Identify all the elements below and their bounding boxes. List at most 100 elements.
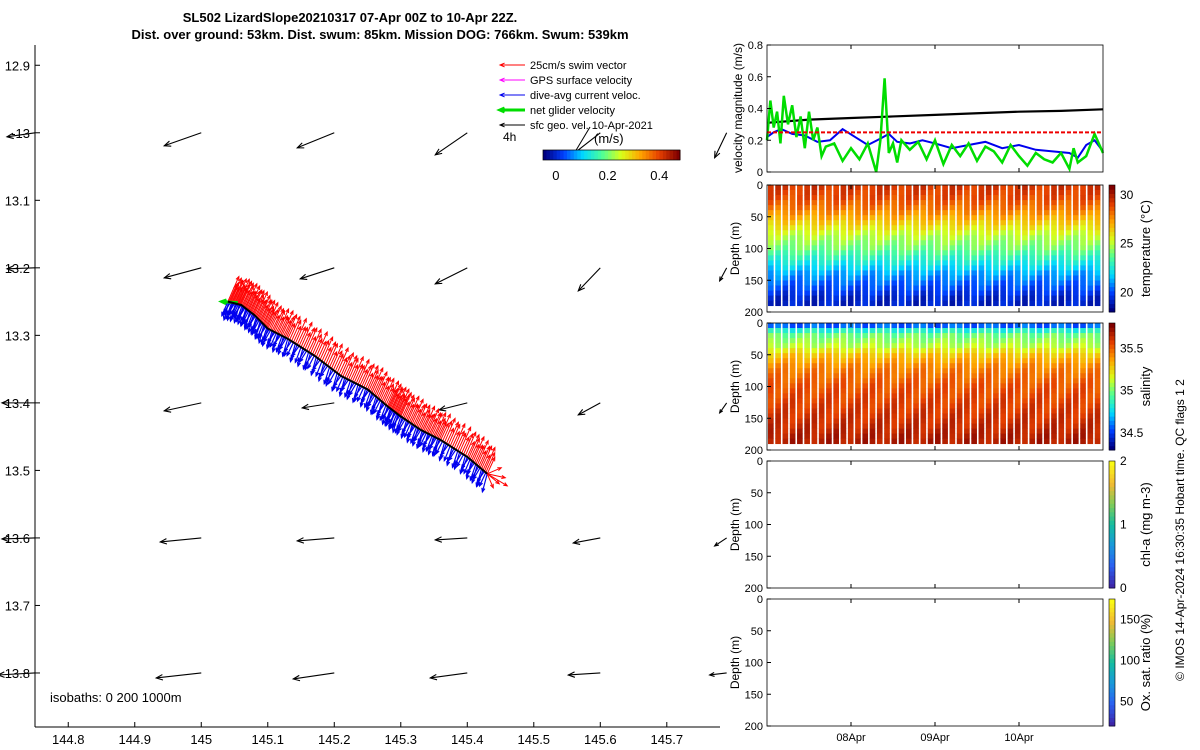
salinity-cell bbox=[898, 423, 905, 429]
salinity-cell bbox=[964, 343, 970, 349]
salinity-cell bbox=[978, 408, 985, 414]
swim-vector-shaft bbox=[423, 406, 436, 432]
temperature-cell bbox=[1022, 300, 1028, 307]
dive-avg-current-vector bbox=[348, 383, 357, 397]
swim-vector-shaft bbox=[228, 284, 237, 303]
salinity-cell bbox=[869, 383, 876, 389]
swim-vector-shaft bbox=[252, 298, 261, 314]
swim-vector-head bbox=[426, 408, 431, 414]
salinity-cell bbox=[1036, 428, 1043, 434]
salinity-cell bbox=[1043, 348, 1050, 354]
temperature-colorbar-segment bbox=[1109, 261, 1115, 266]
temperature-cell bbox=[913, 240, 919, 246]
swim-vector-shaft bbox=[271, 315, 280, 331]
salinity-cell bbox=[869, 398, 876, 404]
swim-vector-head bbox=[313, 326, 318, 333]
temperature-cell bbox=[1036, 240, 1043, 246]
temperature-cell bbox=[971, 260, 977, 266]
swim-vector bbox=[468, 433, 480, 459]
swim-vector-shaft bbox=[479, 446, 491, 468]
swim-vector-head bbox=[297, 325, 302, 331]
dive-avg-current-vector-head bbox=[286, 351, 291, 357]
salinity-cell bbox=[1080, 373, 1086, 379]
temperature-cell bbox=[993, 220, 999, 226]
dive-avg-current-vector-head bbox=[360, 396, 366, 402]
salinity-cell bbox=[855, 383, 861, 389]
temperature-cell bbox=[1000, 240, 1007, 246]
temperature-cell bbox=[782, 185, 789, 191]
salinity-cell bbox=[993, 393, 999, 399]
temperature-cell bbox=[1058, 275, 1065, 281]
oxygen-depth-tick-label: 200 bbox=[745, 721, 763, 733]
dive-avg-current-vector-shaft bbox=[428, 437, 437, 450]
salinity-cell bbox=[1072, 338, 1079, 344]
temperature-cell bbox=[920, 260, 927, 266]
salinity-cell bbox=[840, 433, 847, 440]
legend-label: 25cm/s swim vector bbox=[530, 60, 627, 72]
salinity-cell bbox=[1051, 363, 1057, 369]
geo-velocity-arrow bbox=[295, 537, 335, 544]
swim-vector-shaft bbox=[431, 413, 443, 436]
salinity-cell bbox=[847, 338, 854, 344]
temperature-cell bbox=[876, 265, 883, 271]
temperature-cell bbox=[768, 275, 774, 281]
temperature-cell bbox=[891, 225, 898, 231]
salinity-cell bbox=[942, 338, 948, 344]
temperature-cell bbox=[847, 250, 854, 256]
temperature-cell bbox=[826, 210, 832, 216]
temperature-cell bbox=[949, 195, 956, 201]
salinity-cell bbox=[833, 338, 840, 344]
salinity-cell bbox=[905, 338, 912, 344]
salinity-cell bbox=[927, 423, 934, 429]
dive-avg-current-vector-head bbox=[460, 464, 466, 470]
swim-vector-head bbox=[271, 299, 276, 305]
temperature-cell bbox=[978, 220, 985, 226]
salinity-cell bbox=[1014, 403, 1021, 409]
temperature-cell bbox=[927, 250, 934, 256]
salinity-cell bbox=[1014, 373, 1021, 379]
salinity-cell bbox=[1094, 413, 1101, 419]
salinity-cell bbox=[891, 358, 898, 364]
swim-vector-head bbox=[329, 335, 334, 342]
geo-velocity-arrow-shaft bbox=[709, 672, 727, 676]
swim-vector-shaft bbox=[486, 473, 508, 487]
temperature-cell bbox=[833, 265, 840, 271]
map-colorbar-segment bbox=[662, 150, 667, 160]
swim-vector-head bbox=[308, 321, 313, 327]
temperature-cell bbox=[898, 210, 905, 216]
temperature-cell bbox=[1043, 230, 1050, 236]
salinity-cell bbox=[985, 368, 992, 374]
salinity-cell bbox=[789, 383, 796, 389]
salinity-cell bbox=[1000, 428, 1007, 434]
dive-avg-current-vector-head bbox=[327, 379, 333, 385]
geo-velocity-arrow bbox=[577, 267, 601, 292]
temperature-colorbar-segment bbox=[1109, 223, 1115, 228]
temperature-cell bbox=[1051, 235, 1057, 241]
temperature-cell bbox=[1029, 265, 1036, 271]
salinity-cell bbox=[891, 363, 898, 369]
swim-vector bbox=[227, 275, 240, 302]
dive-avg-current-vector bbox=[440, 444, 449, 457]
salinity-colorbar-segment bbox=[1109, 327, 1115, 332]
temperature-cell bbox=[1014, 230, 1021, 236]
swim-vector-head bbox=[497, 467, 503, 472]
velocity-series-black bbox=[766, 108, 1104, 124]
salinity-cell bbox=[884, 343, 890, 349]
temperature-cell bbox=[876, 210, 883, 216]
geo-velocity-arrow-head bbox=[158, 538, 168, 545]
swim-vector-shaft bbox=[442, 421, 452, 442]
temperature-cell bbox=[1043, 245, 1050, 251]
salinity-cell bbox=[768, 408, 774, 414]
temperature-colorbar-label: temperature (°C) bbox=[1138, 200, 1153, 297]
dive-avg-current-vector-shaft bbox=[333, 375, 342, 387]
swim-vector bbox=[319, 339, 330, 361]
temperature-cell bbox=[993, 280, 999, 286]
salinity-cell bbox=[942, 378, 948, 384]
swim-vector-head bbox=[274, 301, 279, 307]
salinity-cell bbox=[942, 383, 948, 389]
dive-avg-current-vector-head bbox=[401, 428, 406, 434]
temperature-cell bbox=[891, 200, 898, 206]
swim-vector bbox=[407, 395, 420, 422]
temperature-cell bbox=[1043, 250, 1050, 256]
salinity-cell bbox=[942, 413, 948, 419]
